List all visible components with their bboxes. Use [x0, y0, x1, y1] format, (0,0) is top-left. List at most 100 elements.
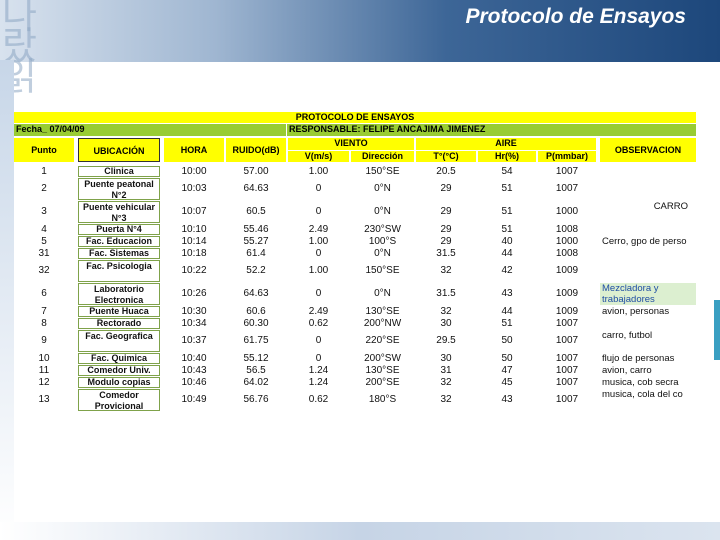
- cell-v: 1.00: [308, 166, 329, 177]
- cell-t: 29: [440, 236, 452, 247]
- cell-hr: 51: [501, 206, 513, 217]
- cell-obs: Cerro, gpo de perso: [602, 236, 687, 247]
- cell-v: 0: [315, 206, 322, 217]
- header-presion: P(mmbar): [538, 151, 596, 162]
- cell-hora: 10:49: [181, 394, 207, 405]
- cell-hora: 10:14: [181, 236, 207, 247]
- cell-v: 0: [315, 288, 322, 299]
- cell-dir: 150°SE: [365, 265, 400, 276]
- sheet-title: PROTOCOLO DE ENSAYOS: [14, 112, 696, 123]
- cell-punto: 3: [41, 206, 47, 217]
- cell-ubicacion: Laboratorio Electronica: [78, 283, 160, 305]
- table-row: 32 Fac. Psicologia 10:22 52.2 1.00 150°SE 32 42…: [14, 260, 696, 282]
- cell-hora: 10:07: [181, 206, 207, 217]
- cell-ubicacion: Fac. Educacion: [78, 236, 160, 247]
- cell-ubicacion: Puerta N°4: [78, 224, 160, 235]
- cell-v: 1.00: [308, 265, 329, 276]
- table-row: 13 Comedor Provicional 10:49 56.76 0.62 180°S…: [14, 389, 696, 411]
- cell-ubicacion: Fac. Quimica: [78, 353, 160, 364]
- cell-hora: 10:46: [181, 377, 207, 388]
- cell-p: 1007: [555, 183, 579, 194]
- bottom-decor-band: [0, 522, 720, 540]
- cell-obs: carro, futbol: [602, 330, 653, 341]
- cell-p: 1008: [555, 224, 579, 235]
- cell-dir: 0°N: [374, 183, 391, 194]
- cell-hora: 10:18: [181, 248, 207, 259]
- cell-ubicacion: Puente vehicular N°3: [78, 201, 160, 223]
- cell-v: 1.24: [308, 365, 329, 376]
- cell-ubicacion: Rectorado: [78, 318, 160, 329]
- cell-dir: 130°SE: [365, 306, 400, 317]
- cell-hr: 47: [501, 365, 513, 376]
- cell-t: 29: [440, 206, 452, 217]
- cell-dir: 200°SE: [365, 377, 400, 388]
- cell-ruido: 60.6: [246, 306, 266, 317]
- cell-hora: 10:26: [181, 288, 207, 299]
- table-row: 10 Fac. Quimica 10:40 55.12 0 200°SW 30 50 1007 f…: [14, 353, 696, 364]
- cell-t: 31.5: [436, 288, 456, 299]
- cell-p: 1007: [555, 394, 579, 405]
- cell-hora: 10:40: [181, 353, 207, 364]
- cell-ruido: 55.46: [243, 224, 269, 235]
- cell-v: 0.62: [308, 394, 329, 405]
- cell-ruido: 56.5: [246, 365, 266, 376]
- table-row: 5 Fac. Educacion 10:14 55.27 1.00 100°S 29 40 10…: [14, 236, 696, 247]
- cell-t: 30: [440, 353, 452, 364]
- table-row: 6 Laboratorio Electronica 10:26 64.63 0 0°N 31…: [14, 283, 696, 305]
- cell-p: 1000: [555, 236, 579, 247]
- cell-obs: [600, 178, 696, 200]
- header-temperatura: T°(°C): [416, 151, 476, 162]
- cell-p: 1009: [555, 306, 579, 317]
- cell-ubicacion: Comedor Univ.: [78, 365, 160, 376]
- cell-ubicacion: Fac. Psicologia: [78, 260, 160, 282]
- cell-hr: 50: [501, 353, 513, 364]
- cell-t: 32: [440, 377, 452, 388]
- cell-v: 0: [315, 335, 322, 346]
- cell-punto: 10: [38, 353, 50, 364]
- cell-hora: 10:22: [181, 265, 207, 276]
- cell-ruido: 60.30: [243, 318, 269, 329]
- cell-ubicacion: Fac. Geografica: [78, 330, 160, 352]
- cell-punto: 5: [41, 236, 47, 247]
- cell-punto: 13: [38, 394, 50, 405]
- cell-p: 1007: [555, 318, 579, 329]
- sheet-responsible: RESPONSABLE: FELIPE ANCAJIMA JIMENEZ: [287, 124, 696, 136]
- cell-obs: flujo de personas: [602, 353, 675, 364]
- cell-obs: [600, 166, 696, 177]
- cell-v: 1.00: [308, 236, 329, 247]
- cell-ruido: 64.63: [243, 183, 269, 194]
- cell-punto: 31: [38, 248, 50, 259]
- cell-ubicacion: Clinica: [78, 166, 160, 177]
- cell-punto: 9: [41, 335, 47, 346]
- cell-ubicacion: Fac. Sistemas: [78, 248, 160, 259]
- cell-hr: 50: [501, 335, 513, 346]
- table-row: 12 Modulo copias 10:46 64.02 1.24 200°SE 32 45 1…: [14, 377, 696, 388]
- cell-dir: 100°S: [368, 236, 397, 247]
- table-row: 1 Clinica 10:00 57.00 1.00 150°SE 20.5 54 1007: [14, 166, 696, 177]
- cell-obs: avion, carro: [602, 365, 652, 376]
- cell-punto: 12: [38, 377, 50, 388]
- cell-obs: [600, 318, 696, 329]
- table-row: 3 Puente vehicular N°3 10:07 60.5 0 0°N 29 51 10…: [14, 201, 696, 223]
- header-velocidad: V(m/s): [288, 151, 349, 162]
- cell-ruido: 60.5: [246, 206, 266, 217]
- cell-hr: 44: [501, 306, 513, 317]
- cell-t: 29: [440, 183, 452, 194]
- cell-v: 0: [315, 353, 322, 364]
- cell-obs: [600, 248, 696, 259]
- header-humedad: Hr(%): [478, 151, 536, 162]
- cell-ubicacion: Puente peatonal N°2: [78, 178, 160, 200]
- header-hora: HORA: [164, 138, 224, 162]
- cell-hr: 54: [501, 166, 513, 177]
- cell-t: 29.5: [436, 335, 456, 346]
- cell-dir: 0°N: [374, 288, 391, 299]
- cell-hr: 43: [501, 394, 513, 405]
- cell-ubicacion: Modulo copias: [78, 377, 160, 388]
- right-accent-strip: [714, 300, 720, 360]
- cell-dir: 230°SW: [364, 224, 401, 235]
- cell-dir: 0°N: [374, 248, 391, 259]
- header-ubicacion: UBICACIÓN: [78, 138, 160, 162]
- header-observacion: OBSERVACION: [600, 138, 696, 162]
- cell-ruido: 52.2: [246, 265, 266, 276]
- cell-p: 1009: [555, 265, 579, 276]
